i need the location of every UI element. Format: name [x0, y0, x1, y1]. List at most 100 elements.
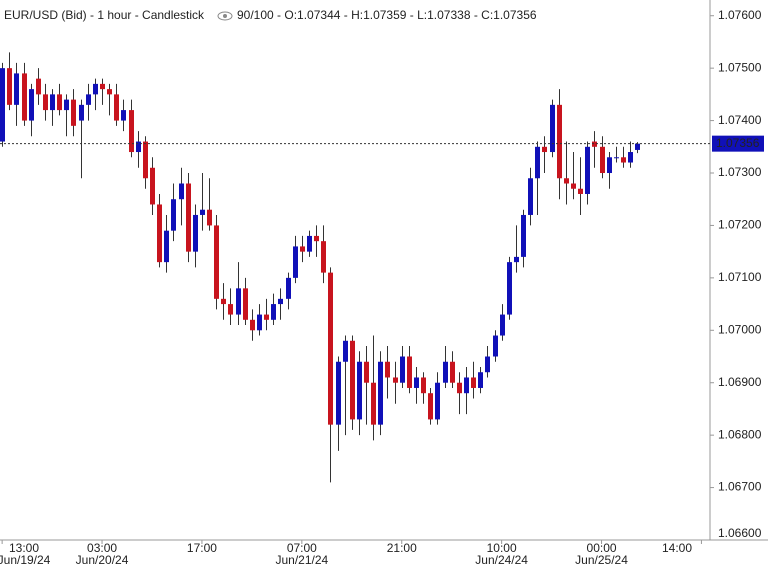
candle-body [36, 78, 41, 95]
candle-body [321, 241, 326, 273]
candle-body [585, 146, 590, 194]
candle-body [214, 225, 219, 299]
candle-body [307, 235, 312, 252]
y-tick-label: 1.06800 [718, 427, 762, 441]
x-tick-date: Jun/24/24 [475, 553, 528, 567]
current-price-box [712, 135, 764, 152]
candle-body [414, 377, 419, 388]
candle-body [493, 335, 498, 357]
candle-body [371, 382, 376, 425]
candle-body [236, 288, 241, 315]
candle-body [143, 141, 148, 179]
candle-body [300, 246, 305, 252]
x-tick-label: 07:00 [287, 541, 317, 555]
current-price-label: 1.07356 [716, 136, 760, 150]
x-tick-date: Jun/25/24 [575, 553, 628, 567]
candle-body [136, 141, 141, 153]
candle-body [179, 183, 184, 200]
candle-body [542, 146, 547, 153]
candle-body [443, 361, 448, 383]
candle-body [14, 73, 19, 105]
candle-body [485, 356, 490, 373]
candle-body [450, 361, 455, 383]
candle-body [350, 340, 355, 420]
candle-body [71, 99, 76, 126]
x-tick-label: 21:00 [387, 541, 417, 555]
candle-body [207, 209, 212, 226]
candle-body [221, 298, 226, 305]
candle-body [193, 214, 198, 252]
candle-body [86, 94, 91, 105]
x-tick-label: 10:00 [487, 541, 517, 555]
candle-body [400, 356, 405, 383]
candle-body [357, 361, 362, 420]
chart-info: 90/100 - O:1.07344 - H:1.07359 - L:1.073… [237, 8, 537, 22]
y-tick-label: 1.07200 [718, 218, 762, 232]
candle-body [7, 68, 12, 105]
y-tick-label: 1.07400 [718, 113, 762, 127]
candle-body [635, 143, 640, 150]
candle-body [29, 89, 34, 121]
candle-body [200, 209, 205, 215]
candle-body [50, 94, 55, 111]
candle-body [328, 272, 333, 425]
candle-body [385, 361, 390, 378]
candle-body [514, 256, 519, 263]
candle-body [150, 167, 155, 205]
y-tick-label: 1.06600 [718, 526, 762, 540]
candle-body [343, 340, 348, 362]
eye-icon [217, 11, 233, 21]
candle-body [507, 262, 512, 315]
candle-body [393, 377, 398, 383]
candle-body [557, 104, 562, 179]
candle-body [129, 110, 134, 153]
candle-body [521, 214, 526, 257]
candle-body [607, 157, 612, 174]
candle-body [550, 104, 555, 153]
candle-body [264, 314, 269, 320]
candle-body [336, 361, 341, 425]
candle-body [100, 83, 105, 90]
candle-body [421, 377, 426, 394]
candle-body [535, 146, 540, 179]
candle-body [293, 246, 298, 278]
candle-body [628, 152, 633, 163]
y-tick-label: 1.07300 [718, 165, 762, 179]
candle-body [464, 377, 469, 394]
candle-body [79, 104, 84, 121]
candle-body [407, 356, 412, 388]
candle-body [614, 157, 619, 159]
candle-body [378, 361, 383, 425]
candle-body [114, 94, 119, 121]
y-tick-label: 1.07500 [718, 60, 762, 74]
candle-body [157, 204, 162, 263]
y-tick-label: 1.06700 [718, 480, 762, 494]
candle-body [428, 393, 433, 420]
x-tick-label: 13:00 [9, 541, 39, 555]
candle-body [478, 372, 483, 388]
candle-body [500, 314, 505, 336]
candle-body [435, 382, 440, 420]
y-tick-label: 1.07000 [718, 322, 762, 336]
x-tick-label: 17:00 [187, 541, 217, 555]
candle-body [22, 73, 27, 121]
candle-body [171, 199, 176, 231]
candle-body [600, 146, 605, 174]
candle-body [43, 94, 48, 111]
candle-body [314, 235, 319, 242]
candle-body [364, 361, 369, 383]
y-tick-label: 1.07100 [718, 270, 762, 284]
candle-body [457, 382, 462, 394]
candle-body [107, 89, 112, 95]
x-tick-label: 03:00 [87, 541, 117, 555]
candle-body [243, 288, 248, 320]
candle-body [164, 230, 169, 263]
x-tick-label: 00:00 [587, 541, 617, 555]
x-tick-label: 14:00 [662, 541, 692, 555]
candle-body [528, 178, 533, 215]
candle-body [57, 94, 62, 111]
candle-body [64, 99, 69, 111]
candle-body [578, 188, 583, 194]
